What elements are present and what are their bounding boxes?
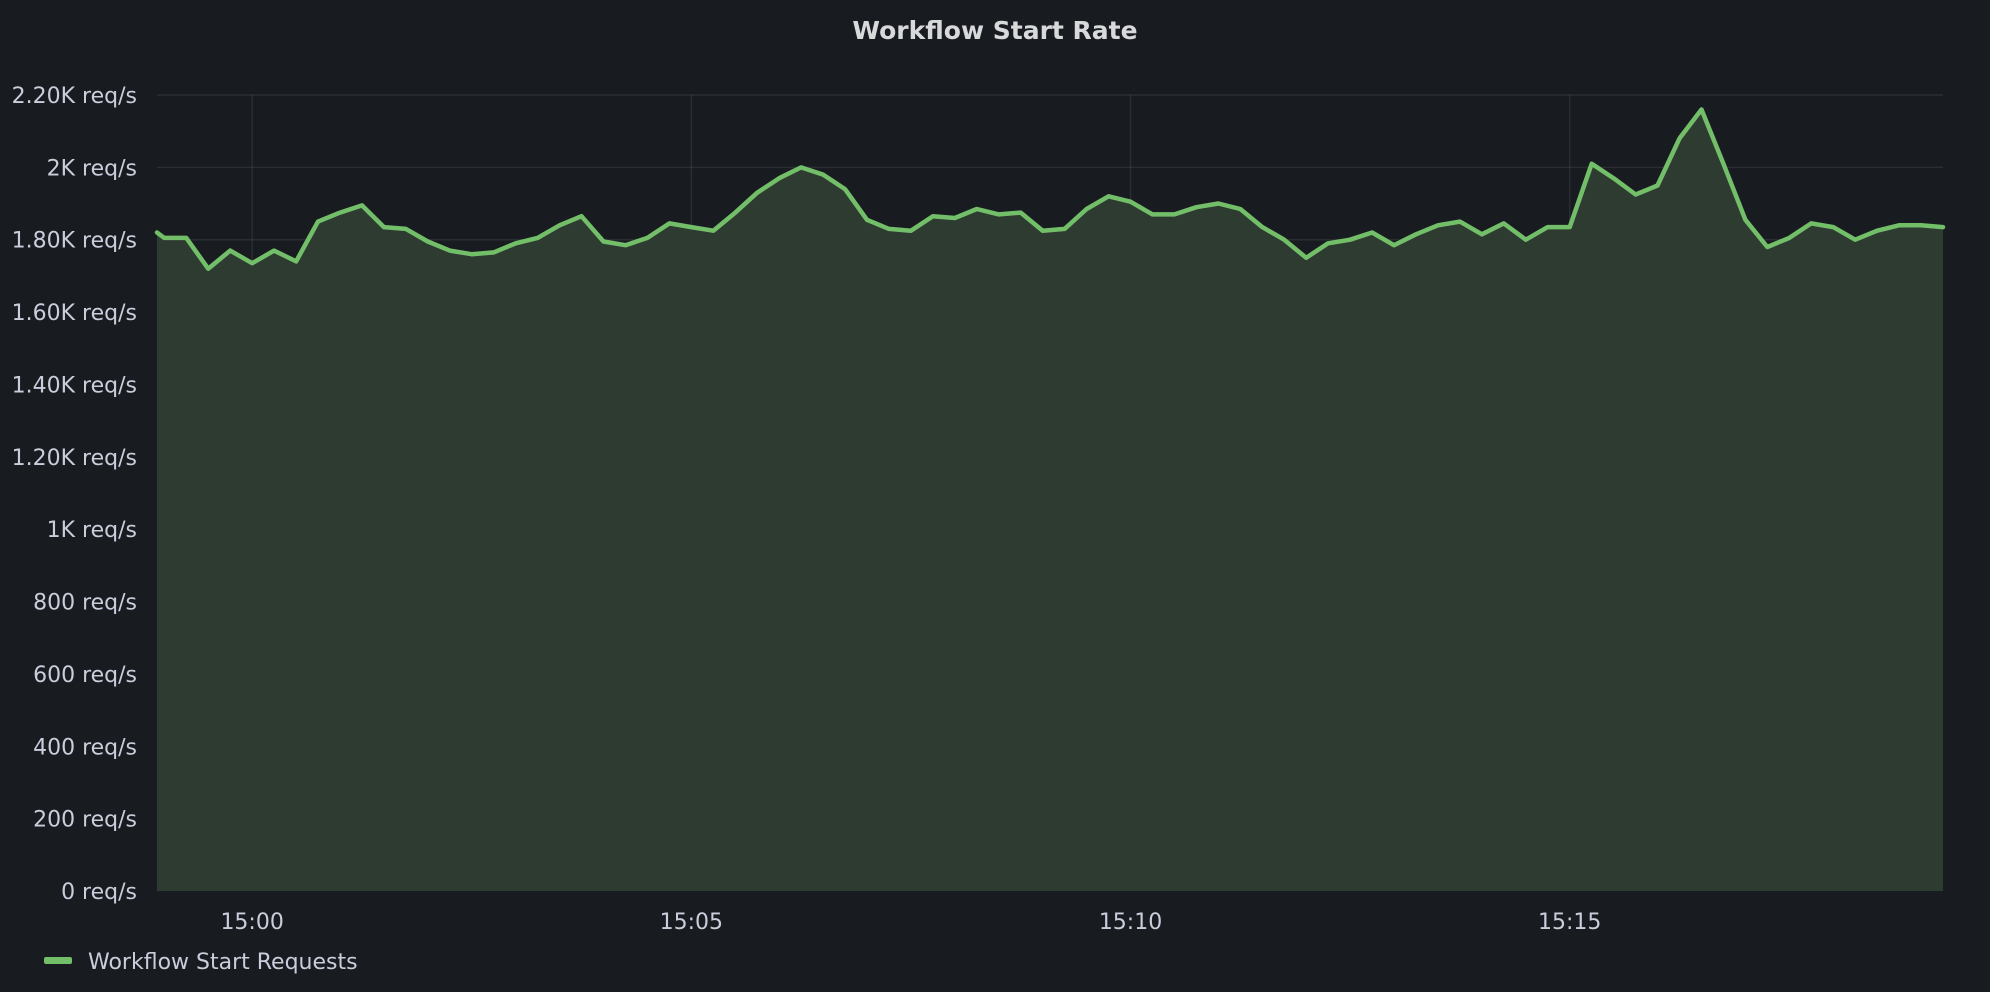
legend[interactable]: Workflow Start Requests: [44, 950, 358, 975]
x-tick-label: 15:15: [1538, 910, 1601, 935]
x-tick-label: 15:10: [1099, 910, 1162, 935]
y-axis: 0 req/s 200 req/s 400 req/s 600 req/s 800 re…: [12, 84, 137, 905]
y-tick-label: 600 req/s: [33, 663, 137, 688]
y-tick-label: 800 req/s: [33, 591, 137, 616]
y-tick-label: 200 req/s: [33, 808, 137, 833]
y-tick-label: 2K req/s: [47, 156, 137, 181]
legend-swatch-icon: [44, 957, 72, 964]
y-tick-label: 0 req/s: [61, 880, 137, 905]
x-tick-label: 15:05: [660, 910, 723, 935]
y-tick-label: 1.60K req/s: [12, 301, 137, 326]
series-area-fill: [157, 109, 1943, 891]
legend-label[interactable]: Workflow Start Requests: [88, 950, 358, 975]
series-area: [154, 107, 1946, 891]
x-tick-label: 15:00: [220, 910, 283, 935]
y-tick-label: 1.40K req/s: [12, 373, 137, 398]
panel-title: Workflow Start Rate: [852, 16, 1137, 45]
y-tick-label: 400 req/s: [33, 735, 137, 760]
y-tick-label: 1.80K req/s: [12, 229, 137, 254]
y-tick-label: 2.20K req/s: [12, 84, 137, 109]
y-tick-label: 1.20K req/s: [12, 446, 137, 471]
y-tick-label: 1K req/s: [47, 518, 137, 543]
x-axis: 15:00 15:05 15:10 15:15: [220, 910, 1601, 935]
series-line: [154, 107, 1946, 271]
